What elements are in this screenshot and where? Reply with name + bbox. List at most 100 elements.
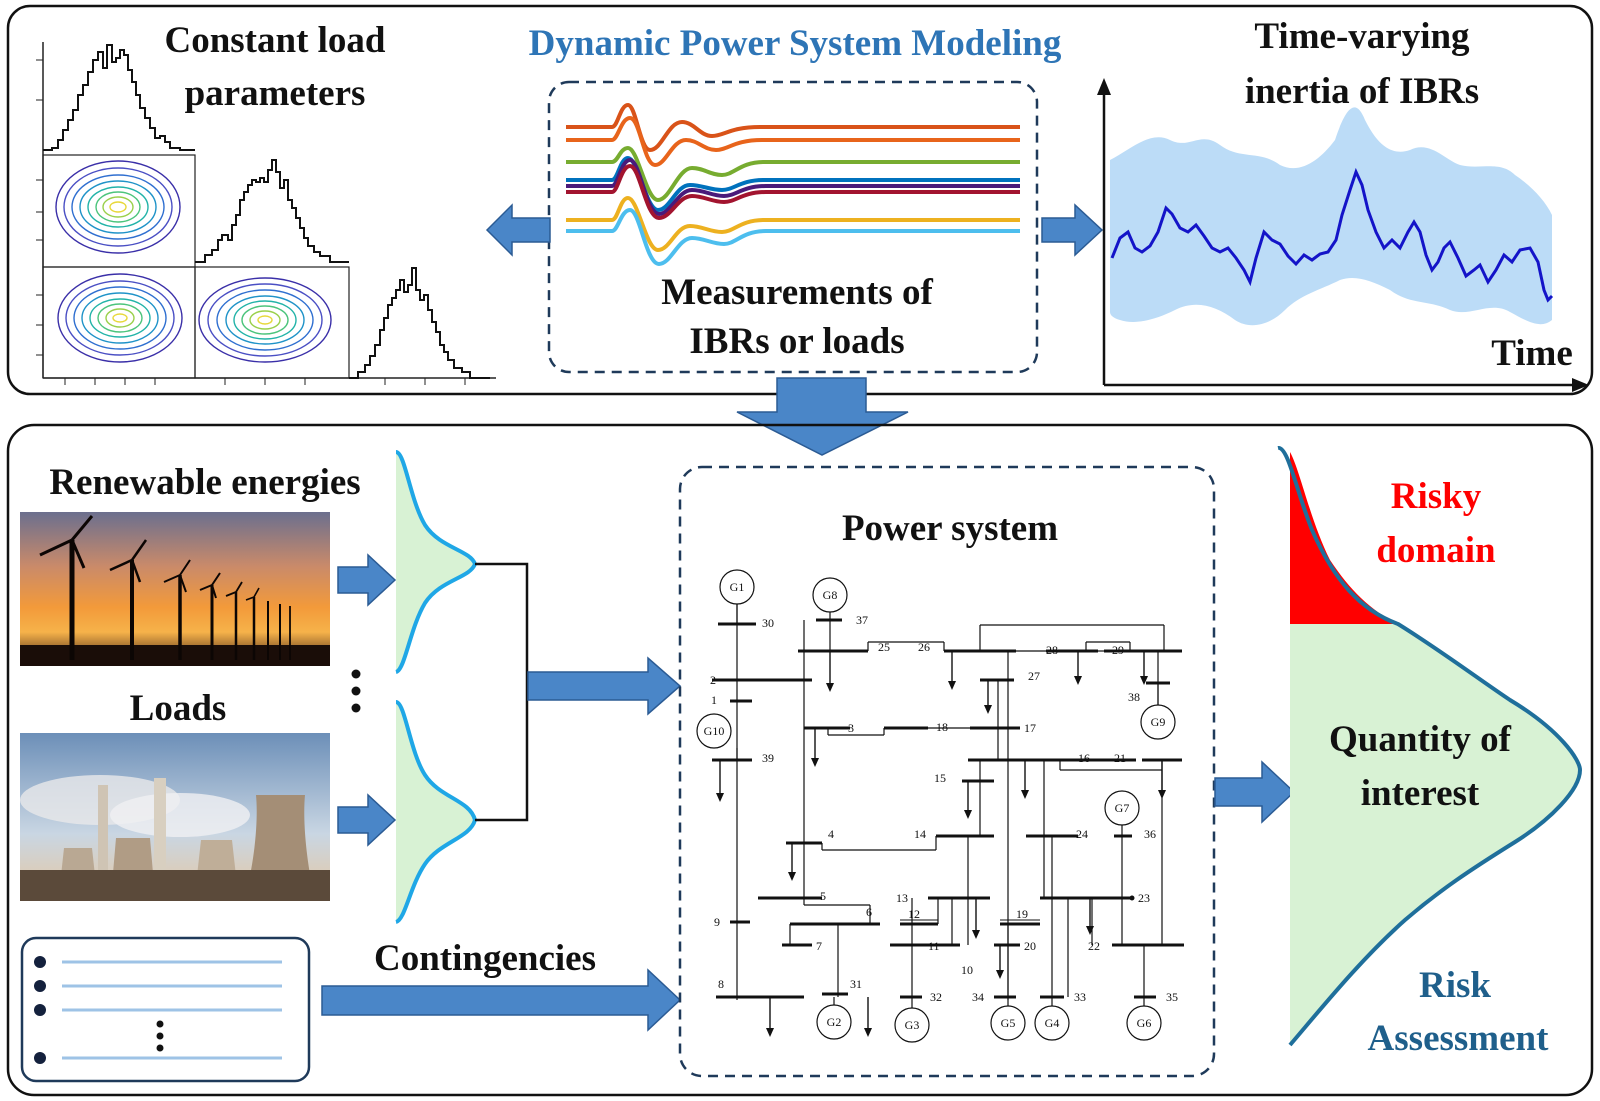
bus-label: 9: [714, 915, 720, 929]
bus-label: 31: [850, 977, 862, 991]
gen-label-g8: G8: [823, 588, 838, 602]
inertia-plot: [1097, 78, 1589, 392]
waveform-5: [566, 157, 1020, 217]
power-plant-photo: [20, 733, 330, 901]
bus-label: 1: [711, 693, 717, 707]
arrow-down-center: [736, 377, 909, 456]
bus-label: 25: [878, 640, 890, 654]
corner-plot: [36, 42, 496, 385]
measurements-label-2: IBRs or loads: [689, 321, 904, 362]
waveform-6: [566, 163, 1020, 221]
contour-1: [55, 160, 181, 254]
bus-label: 29: [1112, 643, 1124, 657]
risky-domain-fill: [1290, 452, 1398, 624]
contingency-list-card: [20, 936, 311, 1083]
gen-label-g9: G9: [1151, 715, 1166, 729]
constant-load-label-1: Constant load: [164, 20, 385, 61]
arrow-right-top: [1041, 203, 1104, 257]
bus-label: 21: [1114, 751, 1126, 765]
risky-label-2: domain: [1376, 530, 1496, 571]
histogram-3: [349, 267, 490, 379]
power-system-box: [678, 465, 1216, 1078]
bus-number-labels: 1 2 3 4 5 6 7 8 9 10 11 12 13 14 15 16 1…: [710, 613, 1178, 1004]
top-title: Dynamic Power System Modeling: [529, 23, 1062, 64]
inertia-label-2: inertia of IBRs: [1245, 71, 1479, 112]
bus-label: 13: [896, 891, 908, 905]
waveform-3: [566, 145, 1020, 203]
gen-label-g1: G1: [730, 580, 745, 594]
bus-label: 15: [934, 771, 946, 785]
qoi-fill: [1290, 624, 1580, 1045]
contour-3: [198, 277, 332, 363]
risk-label-1: Risk: [1419, 965, 1491, 1006]
bus-label: 18: [936, 720, 948, 734]
bus-label: 35: [1166, 990, 1178, 1004]
bus-label: 19: [1016, 907, 1028, 921]
connector-bracket: [475, 562, 529, 822]
bus-label: 36: [1144, 827, 1156, 841]
bus-label: 22: [1088, 939, 1100, 953]
bottom-panel: [6, 423, 1594, 1097]
bus-label: 16: [1078, 751, 1090, 765]
loads-label: Loads: [130, 688, 227, 729]
arrow-to-dist-2: [337, 793, 397, 847]
power-system-label: Power system: [842, 508, 1058, 549]
bus-label: 33: [1074, 990, 1086, 1004]
inertia-line: [1110, 167, 1554, 303]
qoi-label-1: Quantity of: [1329, 719, 1512, 760]
waveform-1: [566, 102, 1020, 153]
bus-label: 10: [961, 963, 973, 977]
bus-label: 7: [816, 939, 822, 953]
risky-label-1: Risky: [1391, 476, 1482, 517]
bus-label: 34: [972, 990, 984, 1004]
qoi-label-2: interest: [1361, 773, 1480, 814]
waveform-2: [566, 115, 1020, 168]
gen-label-g4: G4: [1045, 1016, 1060, 1030]
arrow-contingencies: [321, 968, 682, 1032]
gen-label-g5: G5: [1001, 1016, 1016, 1030]
inertia-band: [1110, 107, 1552, 326]
waveform-7: [566, 195, 1020, 253]
bus-label: 28: [1046, 643, 1058, 657]
contour-2: [57, 273, 183, 363]
bus-label: 30: [762, 616, 774, 630]
bus-label: 20: [1024, 939, 1036, 953]
gen-label-g6: G6: [1137, 1016, 1152, 1030]
wind-turbine-photo: [20, 512, 330, 666]
time-axis-label: Time: [1491, 333, 1573, 374]
inertia-label-1: Time-varying: [1254, 16, 1470, 57]
bus-label: 26: [918, 640, 930, 654]
risk-curve: [1277, 446, 1583, 1047]
measurement-waveforms: [566, 102, 1020, 267]
generator-labels: G1 G2 G3 G4 G5 G6 G7 G8 G9 G10: [704, 580, 1166, 1032]
bus-label: 24: [1076, 827, 1088, 841]
ieee39-single-line: [696, 569, 1184, 1043]
waveform-4: [566, 155, 1020, 213]
gen-label-g3: G3: [905, 1018, 920, 1032]
bus-label: 37: [856, 613, 868, 627]
gen-label-g7: G7: [1115, 801, 1130, 815]
bus-label: 5: [820, 889, 826, 903]
bus-label: 14: [914, 827, 926, 841]
risk-distribution: [1277, 446, 1583, 1047]
gen-label-g10: G10: [704, 724, 725, 738]
bus-label: 17: [1024, 721, 1036, 735]
bus-label: 38: [1128, 690, 1140, 704]
arrow-to-dist-1: [337, 553, 397, 607]
bus-label: 8: [718, 977, 724, 991]
contingencies-label: Contingencies: [374, 938, 596, 979]
arrow-to-power-system: [527, 656, 682, 716]
arrow-to-risk: [1214, 760, 1296, 824]
renewable-label: Renewable energies: [49, 462, 360, 503]
bus-label: 32: [930, 990, 942, 1004]
constant-load-label-2: parameters: [185, 73, 366, 114]
bus-label: 4: [828, 827, 834, 841]
bus-label: 12: [908, 907, 920, 921]
bus-label: 39: [762, 751, 774, 765]
bus-label: 23: [1138, 891, 1150, 905]
bus-label: 27: [1028, 669, 1040, 683]
bus-label: 6: [866, 905, 872, 919]
measurements-label-1: Measurements of: [661, 272, 933, 313]
arrow-left-top: [485, 203, 551, 257]
